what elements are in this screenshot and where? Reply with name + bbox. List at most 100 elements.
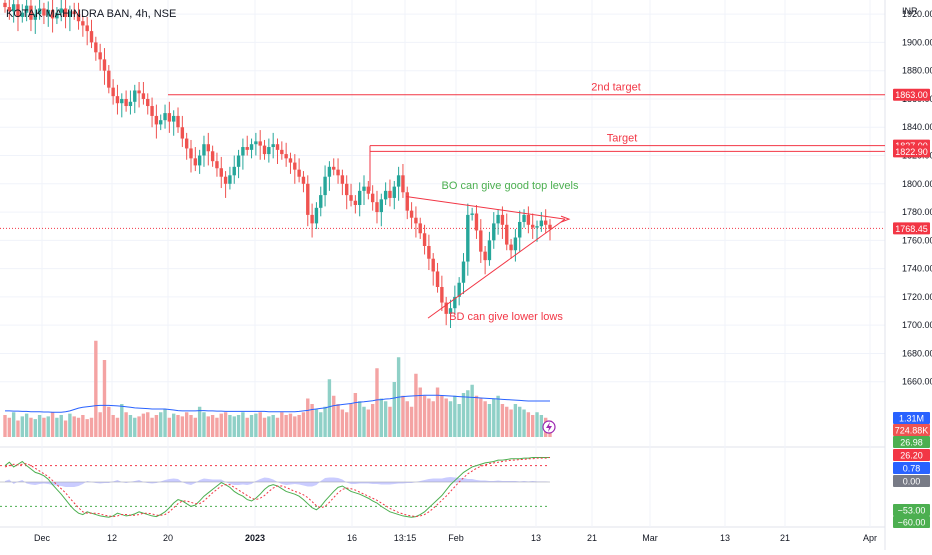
time-tick-label: 2023: [245, 533, 265, 543]
candle: [375, 190, 379, 224]
candle-body: [42, 8, 46, 16]
volume-bar: [314, 409, 319, 437]
candle: [492, 212, 496, 249]
candle: [98, 43, 102, 71]
volume-bar: [89, 417, 94, 437]
volume-bar: [474, 395, 479, 437]
candle: [496, 209, 500, 235]
candle: [271, 132, 275, 159]
candle-body: [163, 113, 167, 121]
time-axis[interactable]: Dec 12 20 2023 16 13:15 Feb 13 21 Mar 13 21 Apr: [34, 533, 877, 543]
candle-body: [193, 158, 198, 166]
candle: [543, 209, 548, 234]
candle-body: [124, 98, 128, 107]
candle-body: [107, 70, 111, 88]
annotation-second-target: 2nd target: [591, 82, 641, 94]
candle: [89, 19, 94, 49]
volume-bar: [133, 417, 137, 437]
indicator-badge: −53.00: [893, 504, 930, 516]
candle: [301, 171, 306, 193]
oscillator-pane: [0, 456, 551, 518]
price-axis[interactable]: 1920.001900.001880.001860.001840.001820.…: [902, 9, 932, 387]
volume-bar: [284, 415, 288, 437]
volume-bar: [383, 401, 388, 437]
time-tick-label: Feb: [448, 533, 464, 543]
indicator-badge-bg: [893, 462, 930, 474]
candle: [448, 299, 453, 328]
volume-bar: [202, 412, 206, 437]
candle: [29, 0, 33, 32]
candle: [120, 93, 124, 118]
candle: [55, 7, 59, 25]
volume-bar: [297, 415, 301, 437]
price-tick-label: 1660.00: [902, 377, 932, 387]
candle: [180, 115, 185, 148]
candle-body: [509, 244, 513, 251]
candle-body: [522, 214, 526, 222]
candle: [197, 149, 202, 174]
candle-body: [59, 8, 63, 13]
candle-body: [63, 8, 68, 17]
volume-bar: [327, 379, 332, 437]
volume-bar: [180, 416, 185, 437]
volume-bar: [535, 412, 539, 437]
candle: [210, 145, 215, 167]
volume-bar: [7, 417, 12, 437]
candle: [310, 203, 314, 238]
volume-bar: [184, 412, 189, 437]
candle-body: [427, 246, 431, 259]
candle-body: [336, 169, 340, 176]
price-badge-bg: [893, 88, 930, 101]
candle: [159, 114, 163, 131]
volume-bar: [427, 398, 431, 437]
candle: [280, 141, 284, 160]
volume-bar: [280, 412, 284, 437]
volume-bar: [319, 412, 323, 437]
candle: [141, 82, 146, 105]
volume-bar: [509, 409, 513, 437]
candle: [262, 139, 267, 160]
annotations: 2nd target Target BO can give good top lev…: [405, 82, 641, 323]
volume-bar: [20, 416, 25, 437]
candle-body: [111, 87, 115, 97]
volume-bar: [241, 412, 245, 437]
candle-body: [180, 127, 185, 139]
volume-bar: [63, 420, 68, 437]
volume-bar: [11, 412, 16, 437]
candle-body: [262, 145, 267, 155]
volume-bar: [461, 393, 466, 437]
time-tick-label: 13: [531, 533, 541, 543]
volume-bar: [301, 412, 306, 437]
candle-body: [150, 106, 154, 116]
volume-bar: [29, 417, 33, 437]
volume-bar: [526, 412, 531, 437]
volume-bar: [111, 415, 115, 437]
candle: [427, 234, 431, 271]
indicator-badge: 0.00: [893, 475, 930, 487]
candle: [323, 165, 327, 207]
volume-bar: [492, 398, 496, 437]
volume-bar: [388, 406, 392, 437]
volume-bar: [154, 415, 159, 437]
candle: [474, 205, 479, 239]
volume-bar: [94, 340, 98, 437]
candle-body: [55, 12, 59, 19]
volume-bar: [3, 415, 7, 437]
volume-bar: [210, 415, 215, 437]
candle: [284, 142, 288, 167]
volume-bar: [176, 415, 180, 437]
volume-bar: [479, 398, 483, 437]
indicator-badge: 0.78: [893, 462, 930, 474]
candle: [37, 0, 42, 20]
annotation-bo: BO can give good top levels: [442, 180, 579, 192]
candle: [418, 217, 422, 239]
indicator-badge-text: −53.00: [898, 506, 926, 516]
candle: [171, 110, 176, 136]
candle-body: [68, 11, 72, 17]
candle-body: [249, 144, 254, 150]
triangle-arrow: [560, 215, 571, 223]
candle-body: [24, 5, 29, 13]
candle-body: [401, 175, 405, 193]
